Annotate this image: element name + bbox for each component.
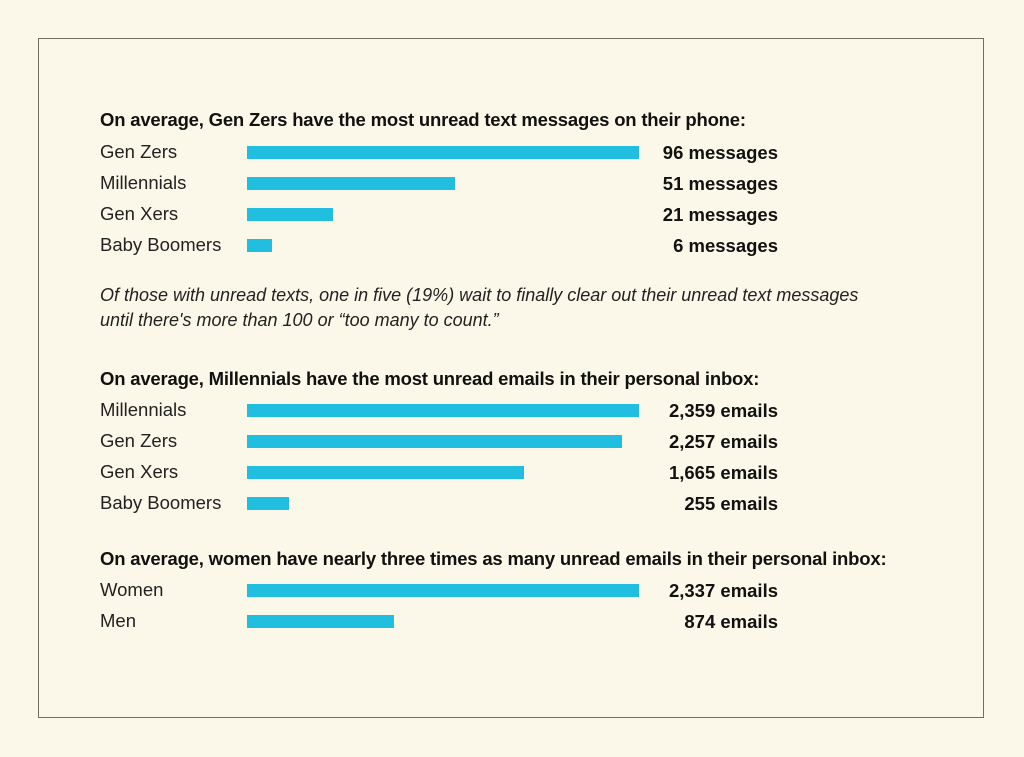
bar-row: Men 874 emails [0,606,1024,636]
bar [247,435,622,448]
bar [247,208,333,221]
value-label: 2,337 emails [668,580,778,601]
bar-row: Millennials 2,359 emails [0,395,1024,425]
value-label: 2,359 emails [668,400,778,421]
bar [247,615,394,628]
category-label: Millennials [100,172,187,193]
category-label: Baby Boomers [100,234,222,255]
category-label: Millennials [100,399,187,420]
bar-row: Women 2,337 emails [0,575,1024,605]
category-label: Men [100,610,136,631]
bar-row: Gen Xers 21 messages [0,199,1024,229]
bar [247,584,639,597]
category-label: Gen Zers [100,141,178,162]
value-label: 96 messages [662,142,778,163]
category-label: Women [100,579,164,600]
bar-row: Gen Xers 1,665 emails [0,457,1024,487]
bar-row: Gen Zers 2,257 emails [0,426,1024,456]
bar [247,177,455,190]
bar [247,404,639,417]
bar-row: Baby Boomers 6 messages [0,230,1024,260]
bar [247,497,289,510]
bar [247,239,272,252]
value-label: 255 emails [684,493,778,514]
chart-title-texts: On average, Gen Zers have the most unrea… [100,109,746,130]
value-label: 2,257 emails [668,431,778,452]
category-label: Gen Xers [100,461,179,482]
category-label: Gen Zers [100,430,178,451]
bar-row: Millennials 51 messages [0,168,1024,198]
bar [247,146,639,159]
bar-row: Gen Zers 96 messages [0,137,1024,167]
bar-row: Baby Boomers 255 emails [0,488,1024,518]
chart-frame [38,38,984,718]
category-label: Gen Xers [100,203,179,224]
chart-title-emails-generation: On average, Millennials have the most un… [100,368,760,389]
footnote-text: Of those with unread texts, one in five … [100,285,859,330]
bar [247,466,524,479]
value-label: 21 messages [662,204,778,225]
value-label: 1,665 emails [668,462,778,483]
value-label: 6 messages [673,235,778,256]
category-label: Baby Boomers [100,492,222,513]
value-label: 51 messages [662,173,778,194]
chart-title-emails-gender: On average, women have nearly three time… [100,548,887,569]
value-label: 874 emails [684,611,778,632]
